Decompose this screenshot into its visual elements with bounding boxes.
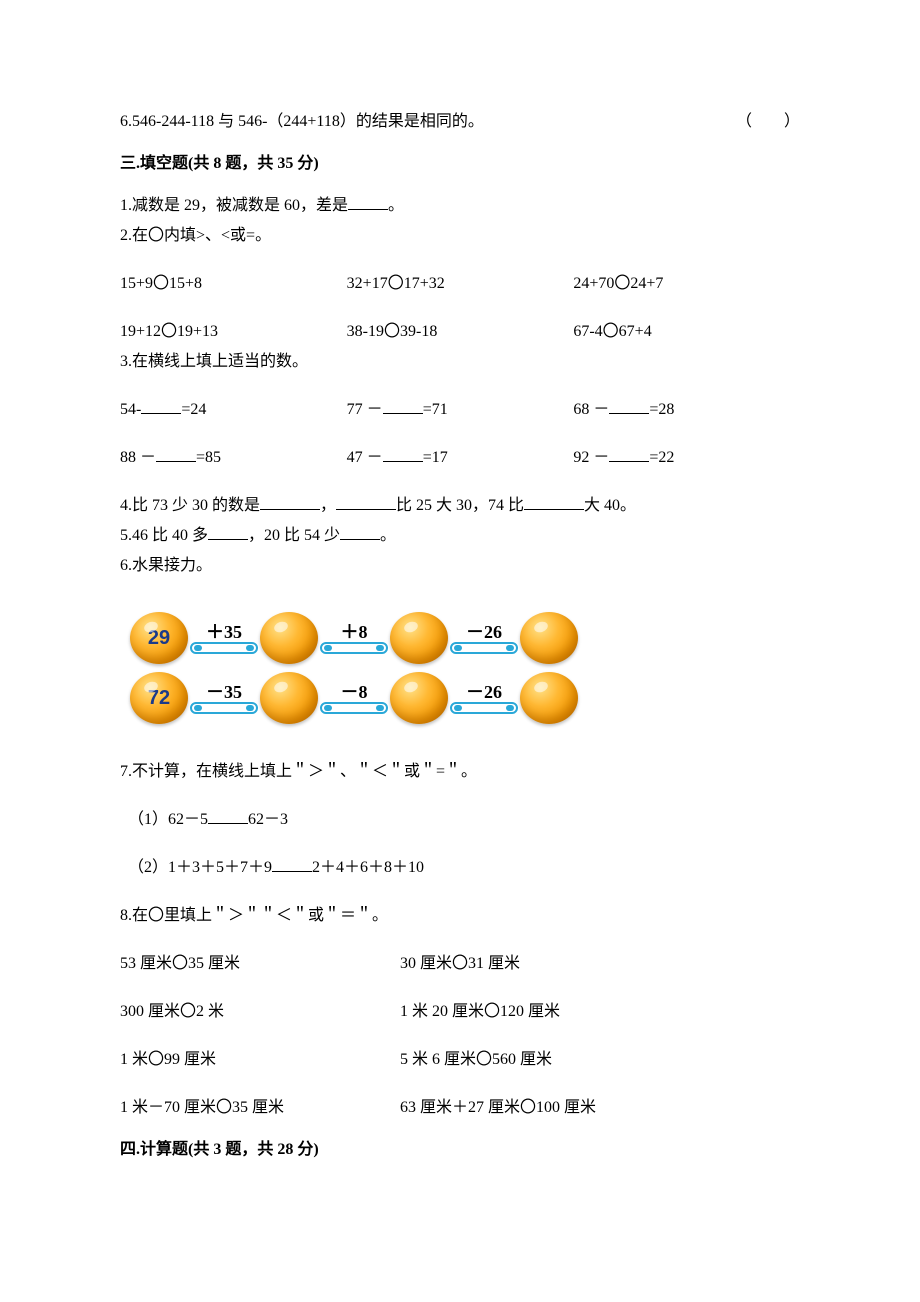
fruit-link: －35 (188, 683, 260, 714)
s3-q8-row1: 53 厘米〇35 厘米 30 厘米〇31 厘米 (120, 952, 800, 976)
s3-q2-row1: 15+9〇15+8 32+17〇17+32 24+70〇24+7 (120, 272, 800, 296)
op-label: ＋35 (206, 623, 242, 641)
cell: 68 －=28 (573, 398, 800, 422)
fruit-link: －8 (318, 683, 390, 714)
cell: 63 厘米＋27 厘米〇100 厘米 (400, 1096, 596, 1120)
cell: 38-19〇39-18 (347, 320, 574, 344)
cell: 24+70〇24+7 (573, 272, 800, 296)
s3-q1: 1.减数是 29，被减数是 60，差是 。 (120, 194, 800, 218)
fruit-blank[interactable] (260, 672, 318, 724)
cell: 54-=24 (120, 398, 347, 422)
s3-q1-end: 。 (388, 197, 404, 214)
cell: 92 －=22 (573, 446, 800, 470)
fruit-start: 29 (130, 612, 188, 664)
q2-6-text: 6.546-244-118 与 546-（244+118）的结果是相同的。 (120, 113, 484, 130)
cell: 1 米－70 厘米〇35 厘米 (120, 1096, 400, 1120)
section-4-title: 四.计算题(共 3 题，共 28 分) (120, 1138, 800, 1162)
cell: 15+9〇15+8 (120, 272, 347, 296)
s3-q5: 5.46 比 40 多，20 比 54 少。 (120, 524, 800, 548)
s3-q1-text: 1.减数是 29，被减数是 60，差是 (120, 197, 348, 214)
op-label: －26 (466, 683, 502, 701)
op-label: －26 (466, 623, 502, 641)
cell: 30 厘米〇31 厘米 (400, 952, 520, 976)
link-bar-icon (190, 642, 258, 654)
s3-q8-row2: 300 厘米〇2 米 1 米 20 厘米〇120 厘米 (120, 1000, 800, 1024)
s3-q3-row1: 54-=24 77 －=71 68 －=28 (120, 398, 800, 422)
blank[interactable] (260, 494, 320, 510)
link-bar-icon (320, 642, 388, 654)
cell: 300 厘米〇2 米 (120, 1000, 400, 1024)
fruit-link: ＋35 (188, 623, 260, 654)
blank[interactable] (524, 494, 584, 510)
blank[interactable] (348, 194, 388, 210)
fruit-blank[interactable] (520, 672, 578, 724)
blank[interactable] (272, 856, 312, 872)
s3-q8-row3: 1 米〇99 厘米 5 米 6 厘米〇560 厘米 (120, 1048, 800, 1072)
op-label: ＋8 (341, 623, 368, 641)
blank[interactable] (208, 524, 248, 540)
blank[interactable] (208, 808, 248, 824)
fruit-blank[interactable] (390, 672, 448, 724)
s3-q7: 7.不计算，在横线上填上＂＞＂、＂＜＂或＂=＂。 (120, 760, 800, 784)
s3-q6: 6.水果接力。 (120, 554, 800, 578)
paren-blank: （ ） (736, 113, 800, 130)
fruit-link: －26 (448, 683, 520, 714)
section-3-title: 三.填空题(共 8 题，共 35 分) (120, 152, 800, 176)
cell: 77 －=71 (347, 398, 574, 422)
fruit-blank[interactable] (260, 612, 318, 664)
s3-q3: 3.在横线上填上适当的数。 (120, 350, 800, 374)
blank[interactable] (336, 494, 396, 510)
question-2-6: 6.546-244-118 与 546-（244+118）的结果是相同的。 （ … (120, 110, 800, 134)
fruit-start: 72 (130, 672, 188, 724)
s3-q8: 8.在〇里填上＂＞＂＂＜＂或＂＝＂。 (120, 904, 800, 928)
fruit-link: ＋8 (318, 623, 390, 654)
blank[interactable] (609, 398, 649, 414)
op-label: －8 (341, 683, 368, 701)
blank[interactable] (156, 446, 196, 462)
op-label: －35 (206, 683, 242, 701)
s3-q7-2: （2）1＋3＋5＋7＋92＋4＋6＋8＋10 (120, 856, 800, 880)
fruit-blank[interactable] (520, 612, 578, 664)
blank[interactable] (340, 524, 380, 540)
link-bar-icon (450, 642, 518, 654)
s3-q7-1: （1）62－562－3 (120, 808, 800, 832)
link-bar-icon (450, 702, 518, 714)
cell: 5 米 6 厘米〇560 厘米 (400, 1048, 552, 1072)
cell: 47 －=17 (347, 446, 574, 470)
s3-q8-row4: 1 米－70 厘米〇35 厘米 63 厘米＋27 厘米〇100 厘米 (120, 1096, 800, 1120)
cell: 53 厘米〇35 厘米 (120, 952, 400, 976)
cell: 19+12〇19+13 (120, 320, 347, 344)
blank[interactable] (141, 398, 181, 414)
cell: 88 －=85 (120, 446, 347, 470)
cell: 67-4〇67+4 (573, 320, 800, 344)
fruit-blank[interactable] (390, 612, 448, 664)
fruit-chain-2: 72 －35 －8 －26 (130, 672, 800, 724)
fruit-chain-1: 29 ＋35 ＋8 －26 (130, 612, 800, 664)
cell: 32+17〇17+32 (347, 272, 574, 296)
s3-q4: 4.比 73 少 30 的数是，比 25 大 30，74 比大 40。 (120, 494, 800, 518)
cell: 1 米〇99 厘米 (120, 1048, 400, 1072)
blank[interactable] (383, 398, 423, 414)
s3-q2-row2: 19+12〇19+13 38-19〇39-18 67-4〇67+4 (120, 320, 800, 344)
link-bar-icon (320, 702, 388, 714)
s3-q3-row2: 88 －=85 47 －=17 92 －=22 (120, 446, 800, 470)
blank[interactable] (383, 446, 423, 462)
s3-q2: 2.在〇内填>、<或=。 (120, 224, 800, 248)
blank[interactable] (609, 446, 649, 462)
fruit-link: －26 (448, 623, 520, 654)
link-bar-icon (190, 702, 258, 714)
cell: 1 米 20 厘米〇120 厘米 (400, 1000, 560, 1024)
